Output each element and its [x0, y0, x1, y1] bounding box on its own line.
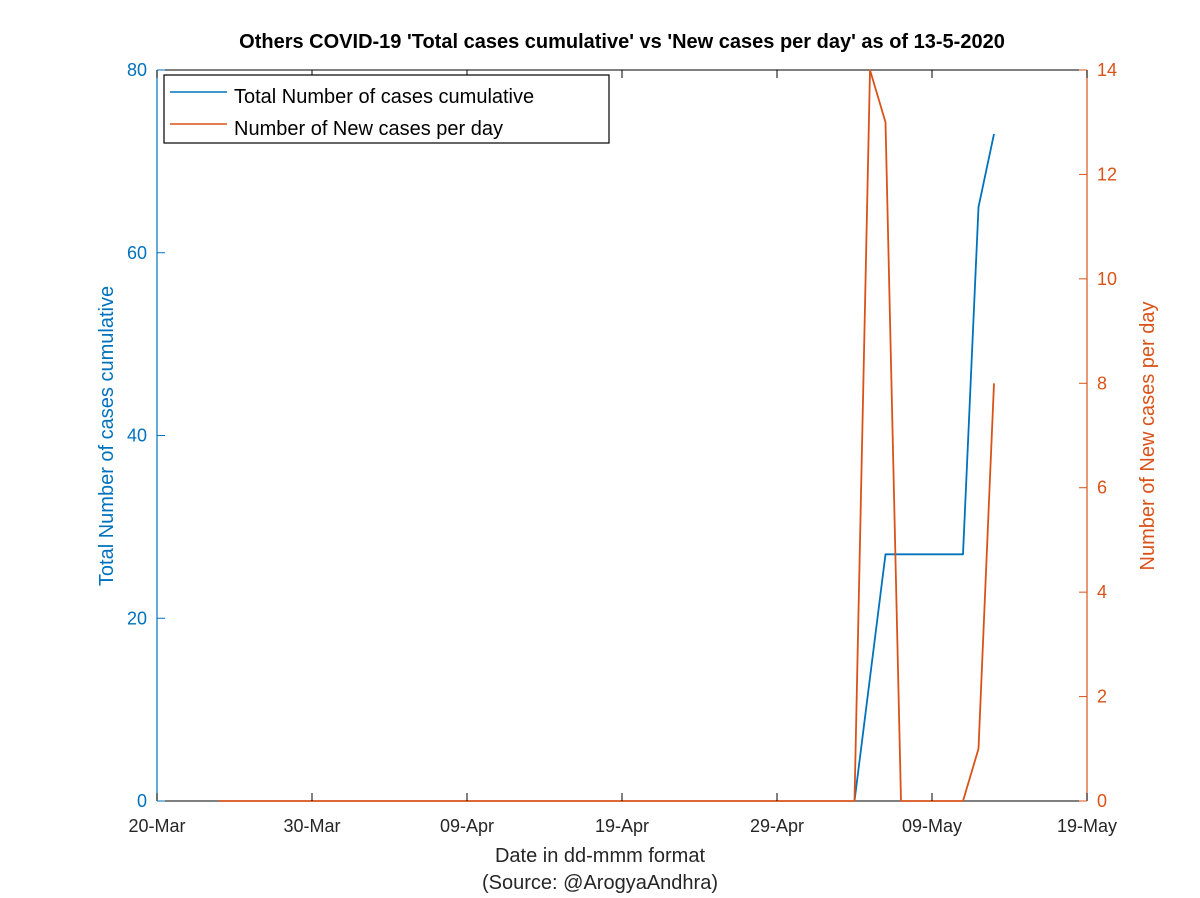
- chart-title: Others COVID-19 'Total cases cumulative'…: [239, 31, 1005, 53]
- plot-area: [156, 69, 1088, 802]
- left-y-tick-label: 0: [137, 791, 147, 811]
- x-tick-label: 29-Apr: [750, 816, 804, 836]
- left-y-tick-label: 80: [127, 60, 147, 80]
- plot-background: [157, 70, 1087, 801]
- left-y-axis-ticks: 0 20 40 60 80: [127, 60, 165, 811]
- legend-label-new: Number of New cases per day: [234, 118, 503, 140]
- x-axis-label: Date in dd-mmm format: [495, 845, 705, 867]
- right-y-tick-label: 6: [1097, 478, 1107, 498]
- x-axis-ticks: 20-Mar 30-Mar 09-Apr 19-Apr 29-Apr 09-May 19-M…: [128, 70, 1117, 836]
- x-tick-label: 19-Apr: [595, 816, 649, 836]
- right-y-tick-label: 12: [1097, 164, 1117, 184]
- series-line-new-cases: [219, 69, 995, 802]
- x-tick-label: 19-May: [1057, 816, 1117, 836]
- left-y-tick-label: 40: [127, 426, 147, 446]
- right-y-tick-label: 10: [1097, 269, 1117, 289]
- legend-box: [163, 74, 610, 144]
- x-tick-label: 09-May: [902, 816, 962, 836]
- series-line-cumulative: [853, 133, 995, 802]
- right-y-tick-label: 8: [1097, 373, 1107, 393]
- legend-label-cumulative: Total Number of cases cumulative: [234, 86, 534, 108]
- right-y-tick-label: 2: [1097, 687, 1107, 707]
- x-tick-label: 09-Apr: [440, 816, 494, 836]
- series-layer: [219, 69, 995, 802]
- legend: Total Number of cases cumulative Number …: [163, 74, 610, 144]
- left-y-tick-label: 20: [127, 608, 147, 628]
- right-y-tick-label: 14: [1097, 60, 1117, 80]
- right-y-tick-label: 4: [1097, 582, 1107, 602]
- x-tick-label: 20-Mar: [128, 816, 185, 836]
- right-y-tick-label: 0: [1097, 791, 1107, 811]
- left-y-tick-label: 60: [127, 243, 147, 263]
- right-y-axis-label: Number of New cases per day: [1137, 301, 1159, 570]
- x-tick-label: 30-Mar: [283, 816, 340, 836]
- right-y-axis-ticks: 0 2 4 6 8 10 12 14: [1079, 60, 1117, 811]
- source-label: (Source: @ArogyaAndhra): [482, 872, 718, 894]
- left-y-axis-label: Total Number of cases cumulative: [96, 286, 118, 586]
